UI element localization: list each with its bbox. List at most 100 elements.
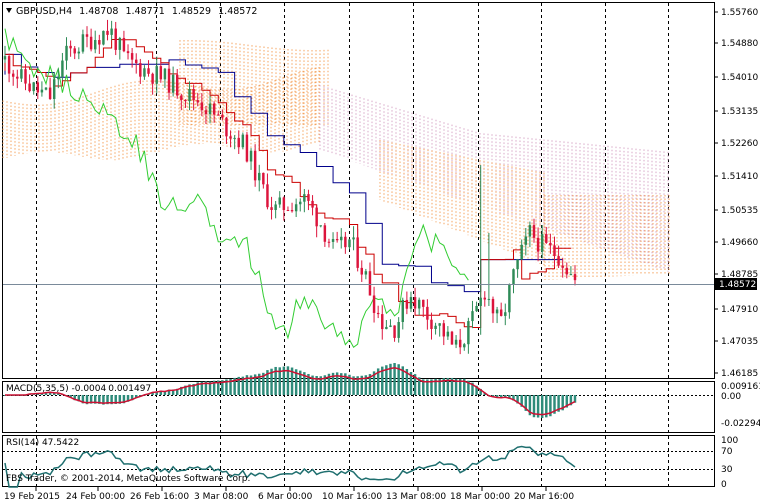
low-value: 1.48529 [172, 6, 211, 17]
macd-bar [212, 380, 216, 395]
candle [438, 323, 441, 337]
candle [237, 130, 240, 154]
chikou-line [4, 28, 469, 349]
candle [77, 47, 81, 60]
indicator-lines [4, 28, 572, 349]
macd-bar [368, 374, 372, 395]
candle [299, 198, 302, 212]
symbol-label: GBPUSD,H4 [16, 6, 72, 17]
candle [364, 268, 368, 280]
candle [454, 335, 458, 349]
time-tick-label: 26 Feb 16:00 [130, 492, 189, 502]
candle [508, 283, 511, 319]
macd-bar [409, 372, 413, 395]
candle [196, 92, 199, 107]
macd-bar [180, 386, 183, 395]
candle [569, 266, 573, 276]
candle [360, 260, 363, 282]
candle [270, 196, 273, 220]
candle [290, 202, 294, 213]
candle [159, 62, 163, 83]
macd-bar [430, 379, 433, 395]
macd-bar [454, 378, 458, 395]
candle [376, 305, 380, 319]
candle [98, 34, 101, 54]
macd-bar [110, 395, 113, 405]
candle [253, 144, 257, 187]
macd-bar [233, 377, 236, 395]
current-price-badge: 1.48572 [715, 278, 757, 290]
macd-bar [258, 373, 261, 395]
time-tick-label: 13 Mar 08:00 [386, 492, 446, 502]
macd-bar [106, 395, 109, 405]
macd-bar [344, 373, 347, 395]
candle [147, 60, 150, 77]
candle [516, 258, 519, 278]
high-value: 1.48771 [125, 6, 164, 17]
macd-bar [495, 395, 499, 398]
macd-bar [278, 367, 281, 395]
candle [93, 30, 97, 54]
candle [241, 132, 245, 150]
time-tick-label: 6 Mar 00:00 [258, 492, 313, 502]
candle [319, 225, 322, 228]
candlesticks [3, 19, 577, 355]
macd-bar [81, 395, 85, 404]
candle [278, 191, 281, 208]
macd-bar [237, 376, 240, 395]
macd-bar [303, 372, 306, 395]
macd-bar [573, 395, 577, 403]
macd-bar [561, 395, 564, 411]
macd-bar [348, 374, 351, 395]
macd-bar [57, 392, 60, 395]
macd-bar [512, 395, 515, 401]
candle [458, 328, 462, 355]
candle [134, 53, 138, 74]
macd-bar [376, 368, 380, 395]
macd-bar [557, 395, 560, 412]
candle [356, 229, 359, 272]
macd-histogram [3, 363, 714, 419]
candle [28, 74, 31, 93]
candle [69, 40, 72, 57]
macd-bar [114, 395, 117, 404]
macd-bar [155, 391, 158, 395]
time-tick-label: 20 Mar 16:00 [514, 492, 574, 502]
candle [450, 330, 454, 345]
candle [118, 36, 122, 60]
candle [381, 305, 384, 340]
candle [307, 189, 310, 211]
candle [274, 200, 277, 219]
macd-bar [225, 379, 228, 395]
candle [192, 84, 195, 111]
candle [130, 47, 134, 68]
macd-bar [315, 376, 318, 395]
candle [7, 53, 11, 83]
grid-lines [36, 3, 669, 486]
macd-bar [126, 395, 130, 402]
main-chart-panel[interactable] [2, 2, 715, 379]
price-tick-label: 1.53135 [721, 107, 758, 117]
svg-text:1.48572: 1.48572 [719, 280, 756, 290]
macd-bar [159, 390, 163, 395]
macd-bar [385, 365, 388, 395]
candle [352, 226, 355, 251]
candle [217, 110, 220, 116]
macd-bar [393, 363, 396, 395]
macd-bar [221, 380, 224, 395]
candle [311, 195, 314, 216]
macd-label: MACD(5,35,5) -0.0004 0.001497 [6, 384, 151, 394]
price-tick-label: 1.46185 [721, 369, 758, 379]
price-tick-label: 1.49660 [721, 238, 758, 248]
macd-bar [241, 376, 245, 395]
macd-bar [450, 377, 454, 395]
tenkan-line [4, 39, 572, 328]
macd-bar [253, 374, 257, 395]
candle [524, 227, 528, 256]
macd-bar [163, 390, 167, 395]
candle [405, 291, 409, 315]
candle [340, 228, 343, 249]
